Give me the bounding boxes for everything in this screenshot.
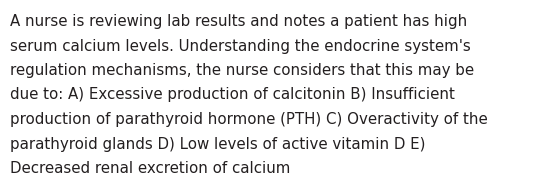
Text: Decreased renal excretion of calcium: Decreased renal excretion of calcium [10,161,290,176]
Text: serum calcium levels. Understanding the endocrine system's: serum calcium levels. Understanding the … [10,39,471,54]
Text: regulation mechanisms, the nurse considers that this may be: regulation mechanisms, the nurse conside… [10,63,474,78]
Text: due to: A) Excessive production of calcitonin B) Insufficient: due to: A) Excessive production of calci… [10,87,455,102]
Text: production of parathyroid hormone (PTH) C) Overactivity of the: production of parathyroid hormone (PTH) … [10,112,488,127]
Text: parathyroid glands D) Low levels of active vitamin D E): parathyroid glands D) Low levels of acti… [10,136,426,152]
Text: A nurse is reviewing lab results and notes a patient has high: A nurse is reviewing lab results and not… [10,14,467,29]
